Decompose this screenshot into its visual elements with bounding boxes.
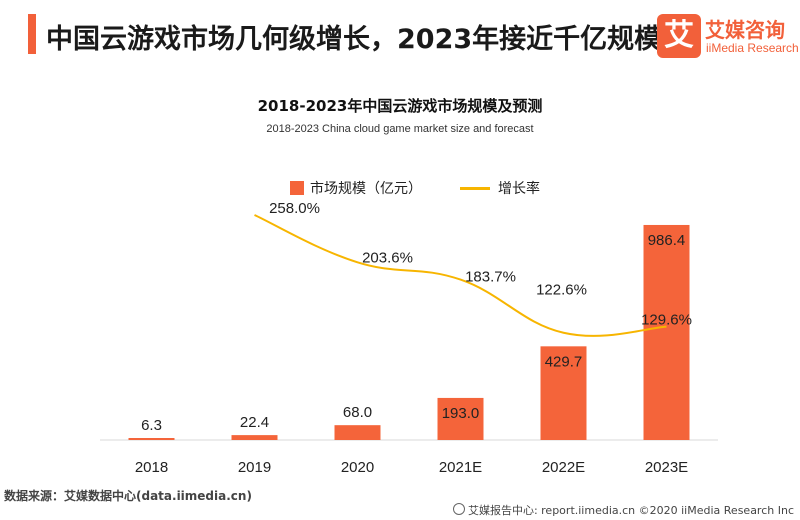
- x-tick-label: 2021E: [439, 459, 482, 476]
- brand-name-en: iiMedia Research: [706, 41, 799, 55]
- growth-rate-label: 129.6%: [641, 312, 692, 329]
- bar-2021E: [437, 397, 484, 440]
- bar-2023E: [643, 224, 690, 440]
- x-tick-label: 2018: [135, 459, 168, 476]
- growth-rate-line: [254, 214, 667, 337]
- bar-2019: [231, 435, 278, 440]
- growth-rate-label: 122.6%: [536, 282, 587, 299]
- globe-icon: [452, 503, 465, 515]
- bar-value-label: 6.3: [141, 417, 162, 434]
- brand-logo-icon: 艾: [657, 14, 701, 58]
- bar-value-label: 22.4: [240, 414, 269, 431]
- x-tick-label: 2020: [341, 459, 374, 476]
- legend-line-swatch-icon: [460, 187, 490, 190]
- growth-rate-label: 203.6%: [362, 249, 413, 266]
- x-tick-label: 2023E: [645, 459, 688, 476]
- legend-line-label: 增长率: [498, 181, 540, 197]
- growth-rate-label: 258.0%: [269, 200, 320, 217]
- bar-value-label: 986.4: [648, 232, 686, 249]
- chart-subtitle: 2018-2023 China cloud game market size a…: [266, 123, 534, 135]
- bar-value-label: 68.0: [343, 404, 372, 421]
- growth-rate-label: 183.7%: [465, 269, 516, 286]
- bar-2022E: [540, 346, 587, 440]
- x-tick-label: 2022E: [542, 459, 585, 476]
- footer-report-text: 艾媒报告中心: report.iimedia.cn ©2020 iiMedia …: [467, 504, 794, 517]
- x-tick-label: 2019: [238, 459, 271, 476]
- page-title: 中国云游戏市场几何级增长，2023年接近千亿规模: [46, 24, 662, 55]
- bar-value-label: 193.0: [442, 405, 480, 422]
- bar-2018: [128, 438, 175, 440]
- chart-title: 2018-2023年中国云游戏市场规模及预测: [257, 97, 543, 115]
- bar-value-label: 429.7: [545, 353, 583, 370]
- title-accent-bar: [28, 14, 36, 54]
- bar-2020: [334, 425, 381, 440]
- legend-bar-label: 市场规模（亿元）: [310, 181, 422, 197]
- data-source: 数据来源：艾媒数据中心(data.iimedia.cn): [4, 489, 252, 503]
- legend-bar-swatch-icon: [290, 181, 304, 195]
- footer-report: 艾媒报告中心: report.iimedia.cn ©2020 iiMedia …: [452, 502, 794, 518]
- brand-name-cn: 艾媒咨询: [705, 18, 785, 42]
